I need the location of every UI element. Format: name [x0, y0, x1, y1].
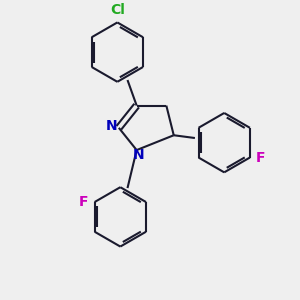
Text: F: F — [79, 195, 88, 209]
Text: N: N — [132, 148, 144, 161]
Text: N: N — [106, 119, 117, 133]
Text: Cl: Cl — [110, 3, 125, 17]
Text: F: F — [255, 151, 265, 164]
